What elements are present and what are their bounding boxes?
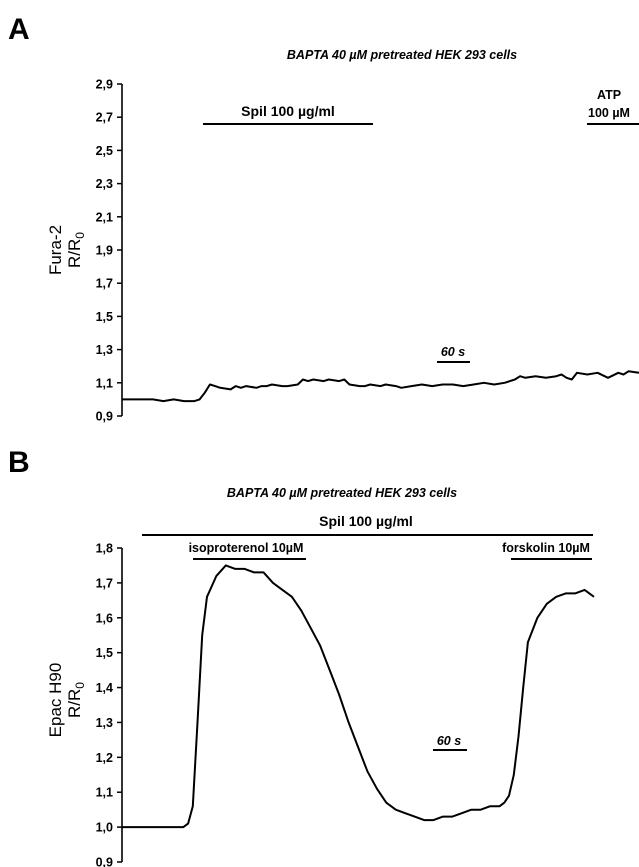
panel-b-letter: B [8,446,30,479]
panel-a-atp-label: ATP [597,88,621,102]
panel-b-y-tick-label: 0,9 [96,856,113,867]
panel-b-y-tick-label: 1,6 [96,611,113,625]
panel-a: A BAPTA 40 µM pretreated HEK 293 cells 2… [8,13,639,424]
panel-b-trace [122,564,595,829]
panel-b: B BAPTA 40 µM pretreated HEK 293 cells 1… [8,446,595,867]
panel-a-y-tick-label: 2,7 [96,111,113,125]
panel-a-y-tick-label: 2,9 [96,78,113,92]
panel-a-y-tick-label: 0,9 [96,410,113,424]
panel-a-y-tick-label: 2,5 [96,144,113,158]
panel-b-y-tick-label: 1,1 [96,786,113,800]
panel-a-atp-conc: 100 µM [588,106,630,120]
panel-a-y-tick-label: 1,7 [96,277,113,291]
panel-b-scale-label: 60 s [437,734,461,748]
panel-b-forskolin-label: forskolin 10µM [502,541,590,555]
panel-a-y-tick-label: 1,5 [96,310,113,324]
panel-a-ylabel-unit: R/R0 [65,232,87,268]
panel-b-title: BAPTA 40 µM pretreated HEK 293 cells [227,486,457,500]
panel-b-y-tick-label: 1,8 [96,542,113,556]
panel-a-trace [122,370,639,403]
panel-b-y-tick-label: 1,7 [96,576,113,590]
panel-a-ylabel: Fura-2 [46,225,65,275]
panel-a-ylabel-ratio: R/R [65,239,84,268]
panel-a-y-tick-label: 2,3 [96,177,113,191]
panel-b-ylabel: Epac H90 [46,663,65,738]
panel-a-y-tick-label: 2,1 [96,210,113,224]
panel-a-y-tick-label: 1,3 [96,343,113,357]
panel-b-spil-label: Spil 100 µg/ml [319,513,413,529]
panel-b-ylabel-ratio: R/R [65,689,84,718]
panel-a-y-ticks: 2,9 2,7 2,5 2,3 2,1 1,9 1,7 1,5 1,3 1,1 0,9 [96,78,122,424]
panel-a-y-tick-label: 1,1 [96,376,113,390]
panel-b-y-tick-label: 1,5 [96,646,113,660]
panel-a-ylabel-subscript: 0 [73,232,87,239]
panel-a-spil-label: Spil 100 µg/ml [241,103,335,119]
panel-b-y-ticks: 1,8 1,7 1,6 1,5 1,4 1,3 1,2 1,1 1,0 0,9 [96,542,122,867]
panel-a-scale-label: 60 s [441,345,465,359]
panel-b-isoproterenol-label: isoproterenol 10µM [189,541,304,555]
panel-b-y-axis: 1,8 1,7 1,6 1,5 1,4 1,3 1,2 1,1 1,0 0,9 [96,542,123,867]
panel-b-ylabel-unit: R/R0 [65,682,87,718]
panel-a-y-tick-label: 1,9 [96,244,113,258]
panel-b-y-tick-label: 1,3 [96,716,113,730]
panel-b-y-tick-label: 1,4 [96,681,113,695]
panel-a-y-axis: 2,9 2,7 2,5 2,3 2,1 1,9 1,7 1,5 1,3 1,1 0,9 [96,78,123,424]
panel-a-letter: A [8,13,30,46]
panel-b-y-tick-label: 1,2 [96,751,113,765]
panel-b-y-tick-label: 1,0 [96,821,113,835]
panel-b-ylabel-subscript: 0 [73,682,87,689]
panel-a-title: BAPTA 40 µM pretreated HEK 293 cells [287,48,517,62]
